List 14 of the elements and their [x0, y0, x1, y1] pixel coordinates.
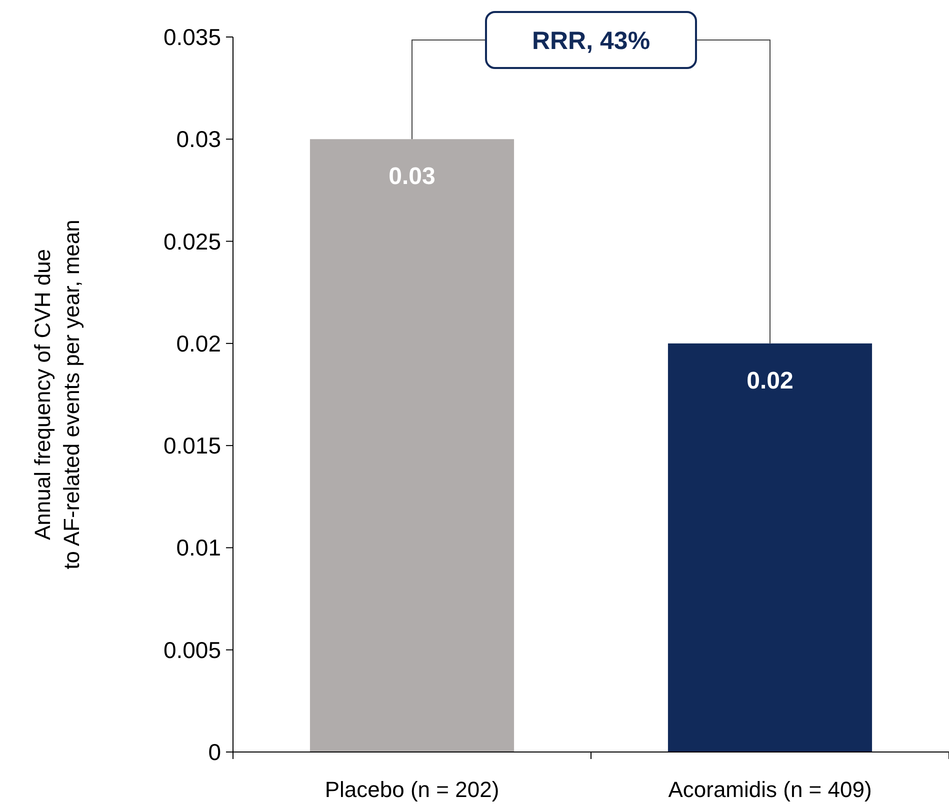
y-tick-label: 0.03 — [176, 126, 221, 152]
y-tick-label: 0 — [208, 739, 221, 765]
y-tick-label: 0.01 — [176, 534, 221, 561]
y-tick-label: 0.015 — [163, 432, 221, 459]
y-tick-label: 0.035 — [163, 24, 221, 50]
x-tick-label: Placebo (n = 202) — [324, 777, 500, 802]
annotation: RRR, 43% — [532, 27, 650, 55]
data-label: 0.02 — [746, 367, 794, 394]
y-tick-label: 0.02 — [176, 330, 221, 356]
y-tick-label: 0.005 — [163, 636, 221, 663]
data-label: 0.03 — [388, 163, 436, 190]
y-tick-label: 0.025 — [163, 228, 221, 254]
y-axis-title: Annual frequency of CVH due to AF-related events per year, mean — [30, 220, 84, 570]
x-tick-label: Acoramidis (n = 409) — [668, 777, 872, 802]
